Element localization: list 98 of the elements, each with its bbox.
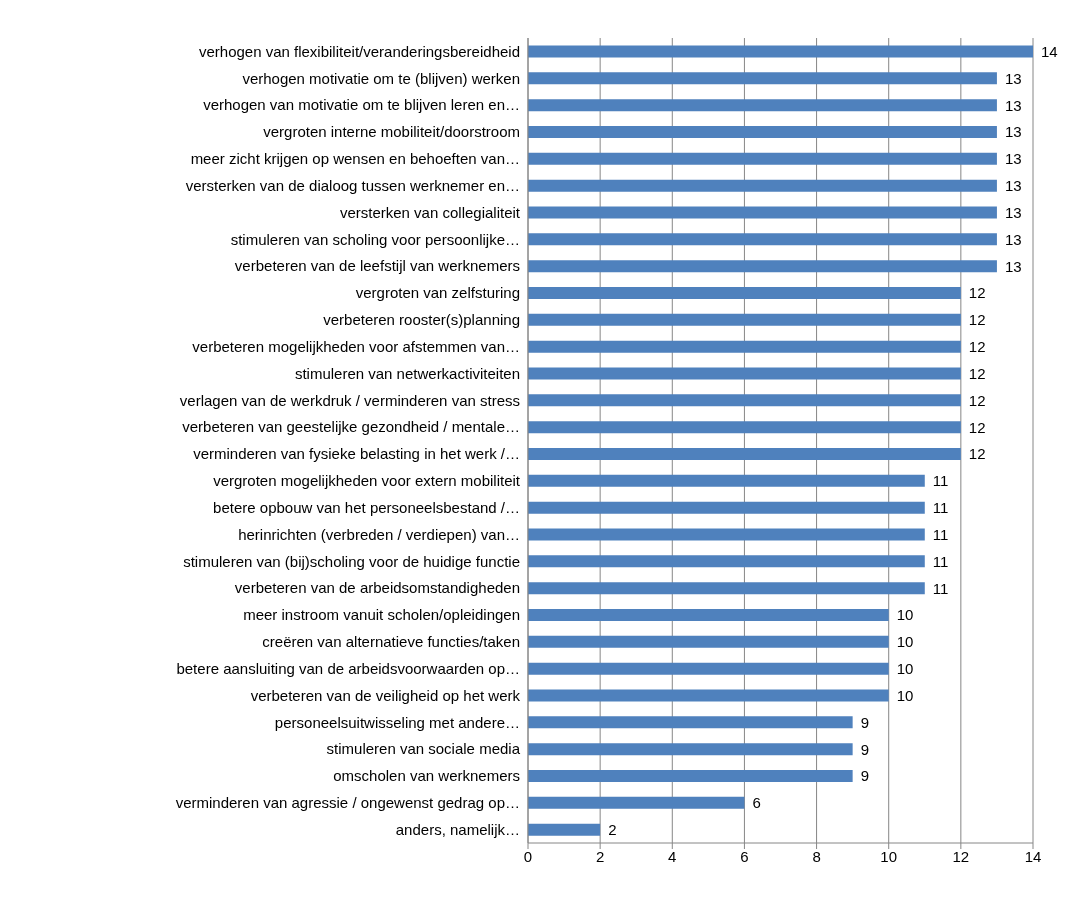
y-tick-label: stimuleren van sociale media	[326, 740, 521, 758]
y-tick-label: verhogen van flexibiliteit/veranderingsbereidheid	[198, 42, 520, 60]
data-label: 13	[1004, 177, 1022, 194]
data-label: 10	[896, 660, 914, 678]
data-label: 9	[860, 713, 869, 731]
bar	[528, 260, 997, 273]
bar	[528, 313, 961, 326]
data-label: 12	[968, 391, 986, 409]
y-tick-label: verminderen van fysieke belasting in het werk /…	[193, 445, 520, 463]
bar	[528, 448, 961, 461]
data-label: 11	[932, 525, 949, 543]
y-tick-label: betere opbouw van het personeelsbestand /…	[213, 498, 520, 516]
y-tick-label: verminderen van agressie / ongewenst gedrag op…	[175, 794, 520, 812]
bar	[528, 796, 745, 809]
y-tick-label: anders, namelijk…	[395, 820, 520, 838]
data-label: 9	[860, 740, 869, 758]
data-label: 13	[1004, 257, 1022, 275]
data-label: 9	[860, 767, 869, 785]
bar	[528, 474, 925, 487]
x-tick-label: 10	[880, 847, 898, 865]
data-label: 12	[968, 338, 986, 356]
data-label: 12	[968, 364, 986, 382]
bar	[528, 609, 889, 622]
x-tick-label: 12	[952, 847, 970, 865]
bar	[528, 528, 925, 541]
data-label: 12	[968, 445, 986, 463]
data-label: 11	[932, 552, 949, 570]
data-label: 14	[1041, 42, 1058, 60]
data-label: 13	[1004, 230, 1022, 248]
data-label: 12	[968, 418, 986, 436]
y-tick-label: verhogen motivatie om te (blijven) werken	[242, 69, 520, 87]
bar	[528, 394, 961, 407]
data-label: 2	[608, 821, 617, 839]
x-tick-label: 2	[595, 847, 605, 865]
y-tick-label: verbeteren van de veiligheid op het werk	[250, 686, 521, 704]
data-label: 11	[932, 472, 949, 490]
x-tick-label: 8	[812, 847, 821, 865]
bar	[528, 126, 997, 139]
bar	[528, 287, 961, 300]
y-tick-label: vergroten mogelijkheden voor extern mobiliteit	[213, 472, 521, 490]
bar	[528, 635, 889, 648]
bar	[528, 152, 997, 165]
y-tick-label: verbeteren mogelijkheden voor afstemmen van…	[192, 337, 520, 355]
y-tick-label: betere aansluiting van de arbeidsvoorwaarden op…	[176, 659, 520, 677]
y-tick-label: verhogen van motivatie om te blijven leren en…	[203, 96, 520, 114]
bar	[528, 823, 601, 836]
bar	[528, 421, 961, 434]
data-label: 10	[896, 606, 914, 624]
y-tick-label: versterken van de dialoog tussen werknemer en…	[185, 176, 520, 194]
y-tick-label: herinrichten (verbreden / verdiepen) van…	[238, 525, 520, 543]
y-tick-label: stimuleren van (bij)scholing voor de huidige functie	[183, 552, 520, 570]
y-tick-label: verbeteren van de leefstijl van werknemers	[234, 257, 520, 275]
bar	[528, 340, 961, 353]
data-label: 11	[932, 499, 949, 517]
y-tick-label: versterken van collegialiteit	[339, 203, 521, 221]
data-label: 6	[752, 794, 761, 812]
y-tick-label: verbeteren van de arbeidsomstandigheden	[234, 579, 520, 597]
bar	[528, 689, 889, 702]
bar	[528, 367, 961, 380]
y-tick-label: verlagen van de werkdruk / verminderen van stress	[179, 391, 520, 409]
bar	[528, 770, 853, 783]
y-tick-label: creëren van alternatieve functies/taken	[262, 633, 520, 651]
y-tick-label: stimuleren van netwerkactiviteiten	[294, 364, 520, 382]
y-tick-label: vergroten interne mobiliteit/doorstroom	[263, 123, 520, 141]
y-tick-label: vergroten van zelfsturing	[355, 284, 520, 302]
data-label: 12	[968, 311, 986, 329]
data-label: 13	[1004, 123, 1022, 141]
y-tick-label: meer zicht krijgen op wensen en behoeften van…	[190, 150, 520, 168]
bar	[528, 743, 853, 756]
y-tick-label: omscholen van werknemers	[333, 767, 520, 785]
y-tick-label: verbeteren van geestelijke gezondheid / mentale…	[182, 418, 520, 436]
x-tick-label: 14	[1024, 847, 1042, 865]
bar	[528, 206, 997, 219]
x-tick-label: 4	[668, 847, 677, 865]
y-tick-label: stimuleren van scholing voor persoonlijke…	[230, 230, 520, 248]
data-label: 13	[1004, 69, 1022, 87]
data-label: 10	[896, 686, 914, 704]
data-label: 10	[896, 633, 914, 651]
data-label: 12	[968, 284, 986, 302]
x-tick-label: 0	[523, 847, 533, 865]
data-label: 13	[1004, 96, 1022, 114]
data-label: 13	[1004, 203, 1022, 221]
bar	[528, 582, 925, 595]
bar	[528, 716, 853, 729]
y-tick-label: meer instroom vanuit scholen/opleidingen	[243, 606, 520, 624]
bar	[528, 72, 997, 85]
bar	[528, 45, 1033, 58]
bar	[528, 555, 925, 568]
bar	[528, 99, 997, 112]
bar	[528, 233, 997, 246]
y-tick-label: personeelsuitwisseling met andere…	[274, 713, 520, 731]
x-tick-label: 6	[740, 847, 749, 865]
data-label: 11	[932, 579, 949, 597]
bar	[528, 501, 925, 514]
bar	[528, 179, 997, 192]
data-label: 13	[1004, 150, 1022, 168]
y-tick-label: verbeteren rooster(s)planning	[323, 311, 520, 329]
bar	[528, 662, 889, 675]
